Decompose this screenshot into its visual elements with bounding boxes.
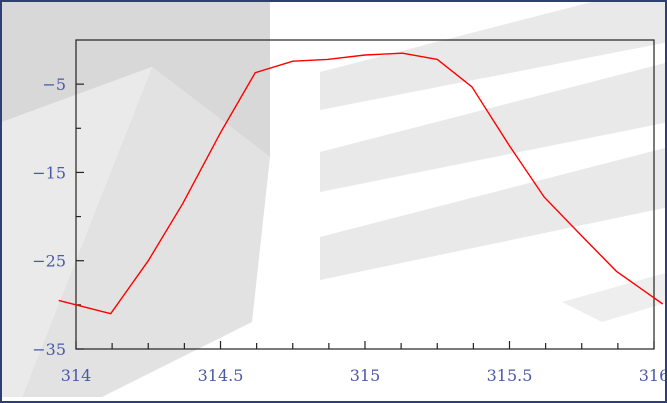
x-tick-label: 315.5: [487, 366, 533, 385]
x-tick-label: 315: [350, 366, 381, 385]
x-tick-label: 316: [639, 366, 667, 385]
x-axis-ticks: 314 314.5 315 315.5 316: [61, 341, 667, 385]
y-axis-ticks: −5 −15 −25 −35: [32, 75, 84, 359]
series-line: [58, 52, 664, 315]
y-tick-label: −35: [32, 340, 66, 359]
series-group: [58, 52, 664, 315]
y-tick-label: −5: [42, 75, 66, 94]
x-tick-label: 314: [61, 366, 92, 385]
x-tick-label: 314.5: [198, 366, 244, 385]
y-tick-label: −15: [32, 163, 66, 182]
y-tick-label: −25: [32, 252, 66, 271]
watermark: [2, 2, 665, 397]
